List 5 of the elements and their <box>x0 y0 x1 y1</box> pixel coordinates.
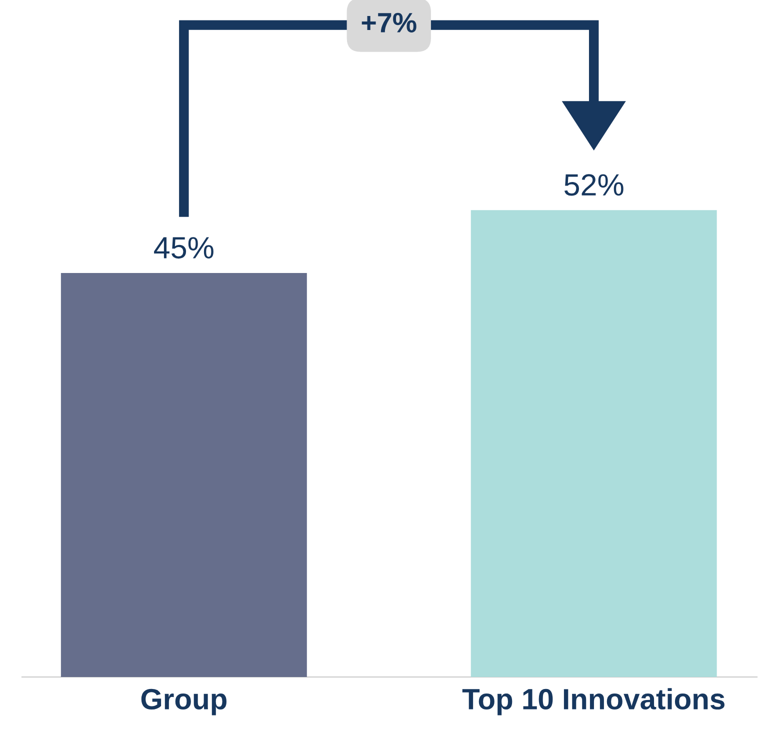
data-label: 45% <box>154 237 214 259</box>
x-tick-label: Top 10 Innovations <box>462 688 724 716</box>
text: +7% <box>362 12 416 32</box>
x-tick-label: Group <box>141 688 226 716</box>
data-label: 52% <box>564 174 624 196</box>
